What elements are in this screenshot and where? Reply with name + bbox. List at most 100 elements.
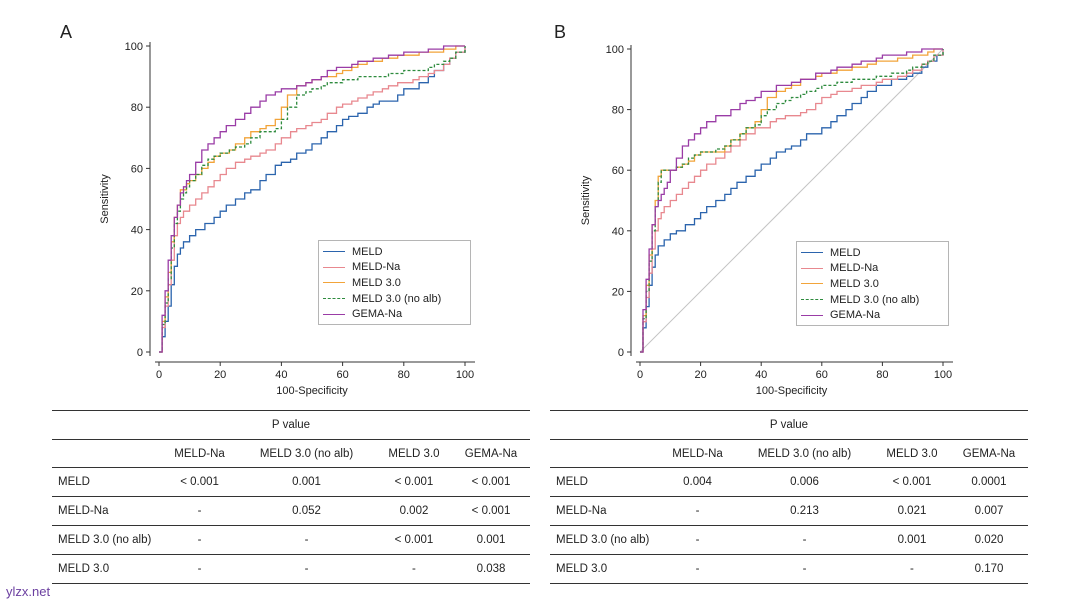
series-line-meld-3-0-no-alb [159,46,466,353]
panel-b-letter: B [554,22,567,42]
y-tick-label: 100 [125,41,143,53]
x-tick-label: 60 [816,369,828,381]
table-row: MELD-Na - 0.213 0.021 0.007 [550,496,1028,526]
series-line-meld-3-0-no-alb [640,49,944,353]
y-tick-label: 60 [131,163,143,175]
table-row: MELD < 0.001 0.001 < 0.001 < 0.001 [52,467,530,497]
table-row: MELD 3.0 - - - 0.038 [52,554,530,584]
x-tick-label: 80 [876,369,888,381]
y-tick-label: 100 [606,44,624,56]
legend-label: MELD 3.0 [830,277,879,290]
table-cell: 0.021 [873,496,951,526]
legend-swatch [323,313,345,315]
legend-label: MELD [352,245,383,258]
table-cell: 0.038 [452,554,530,584]
y-tick-label: 40 [131,225,143,237]
legend-swatch [323,251,345,253]
table-cell: < 0.001 [375,467,453,497]
legend-label: MELD-Na [830,262,879,275]
series-line-gema-na [640,48,943,353]
table-cell: - [162,525,238,555]
table-cell: 0.052 [237,496,376,526]
legend-b-item-meld-na: MELD-Na [801,261,944,277]
roc-chart-a: 0 20 40 60 80 100 0 20 40 60 80 100 100-Specificity S… [99,41,475,397]
table-cell: - [660,525,736,555]
x-tick-label: 0 [637,369,643,381]
row-label: MELD-Na [52,496,162,526]
corner-header [52,439,162,468]
column-header: MELD-Na [162,439,238,468]
column-header: GEMA-Na [950,439,1028,468]
p-value-table-b: P value MELD-Na MELD 3.0 (no alb) MELD 3… [550,410,1028,584]
series-line-meld [159,46,466,353]
table-cell: - [237,554,376,584]
legend-label: MELD 3.0 [352,276,401,289]
x-tick-label: 100 [934,369,952,381]
table-cell: 0.001 [452,525,530,555]
row-label: MELD-Na [550,496,660,526]
column-header: MELD 3.0 (no alb) [735,439,874,468]
y-tick-label: 80 [131,102,143,114]
corner-header [550,439,660,468]
column-header: MELD 3.0 [375,439,453,468]
table-cell: - [660,496,736,526]
table-cell: 0.006 [735,467,874,497]
series-line-meld [640,49,944,353]
table-cell: < 0.001 [452,467,530,497]
table-row: MELD 0.004 0.006 < 0.001 0.0001 [550,467,1028,497]
legend-label: GEMA-Na [830,309,881,322]
table-cell: 0.007 [950,496,1028,526]
y-tick-label: 0 [618,347,624,359]
y-tick-label: 20 [612,286,624,298]
x-tick-label: 40 [275,369,287,381]
legend-swatch [323,282,345,284]
legend-a-item-meld-na: MELD-Na [323,260,466,276]
column-header: MELD-Na [660,439,736,468]
legend-b-item-meld-3-no-alb: MELD 3.0 (no alb) [801,292,944,308]
x-axis-title: 100-Specificity [276,385,348,397]
legend-swatch [801,283,823,285]
legend-b-item-gema-na: GEMA-Na [801,307,944,323]
table-cell: 0.001 [237,467,376,497]
table-row: MELD 3.0 (no alb) - - < 0.001 0.001 [52,525,530,555]
row-label: MELD [52,467,162,497]
table-cell: - [162,554,238,584]
row-label: MELD 3.0 [52,554,162,584]
column-header: GEMA-Na [452,439,530,468]
table-cell: 0.004 [660,467,736,497]
x-tick-label: 40 [755,369,767,381]
row-label: MELD [550,467,660,497]
legend-label: MELD 3.0 (no alb) [830,293,920,306]
legend-b-item-meld-3: MELD 3.0 [801,276,944,292]
y-tick-label: 80 [612,105,624,117]
table-row: MELD 3.0 (no alb) - - 0.001 0.020 [550,525,1028,555]
x-tick-label: 80 [398,369,410,381]
table-cell: 0.0001 [950,467,1028,497]
table-cell: - [237,525,376,555]
legend-a-item-meld-3: MELD 3.0 [323,275,466,291]
x-tick-label: 60 [336,369,348,381]
row-label: MELD 3.0 (no alb) [550,525,660,555]
table-cell: 0.001 [873,525,951,555]
legend-b-item-meld: MELD [801,245,944,261]
legend-a-item-meld-3-no-alb: MELD 3.0 (no alb) [323,291,466,307]
panel-a-letter: A [60,22,73,42]
watermark: ylzx.net [6,584,51,599]
table-cell: - [735,525,874,555]
table-cell: - [873,554,951,584]
y-axis-title: Sensitivity [99,174,111,224]
column-header: MELD 3.0 (no alb) [237,439,376,468]
legend-label: MELD [830,246,861,259]
table-cell: - [735,554,874,584]
row-label: MELD 3.0 (no alb) [52,525,162,555]
y-tick-label: 40 [612,226,624,238]
legend-swatch [801,314,823,316]
table-row: MELD-Na - 0.052 0.002 < 0.001 [52,496,530,526]
roc-chart-b: 0 20 40 60 80 100 0 20 40 60 80 100 100-Specificity S… [580,44,953,397]
table-cell: 0.213 [735,496,874,526]
legend-b: MELD MELD-Na MELD 3.0 MELD 3.0 (no alb) … [796,241,949,326]
table-cell: 0.002 [375,496,453,526]
series-line-meld-na [640,49,944,353]
legend-a-item-meld: MELD [323,244,466,260]
legend-a-item-gema-na: GEMA-Na [323,306,466,322]
